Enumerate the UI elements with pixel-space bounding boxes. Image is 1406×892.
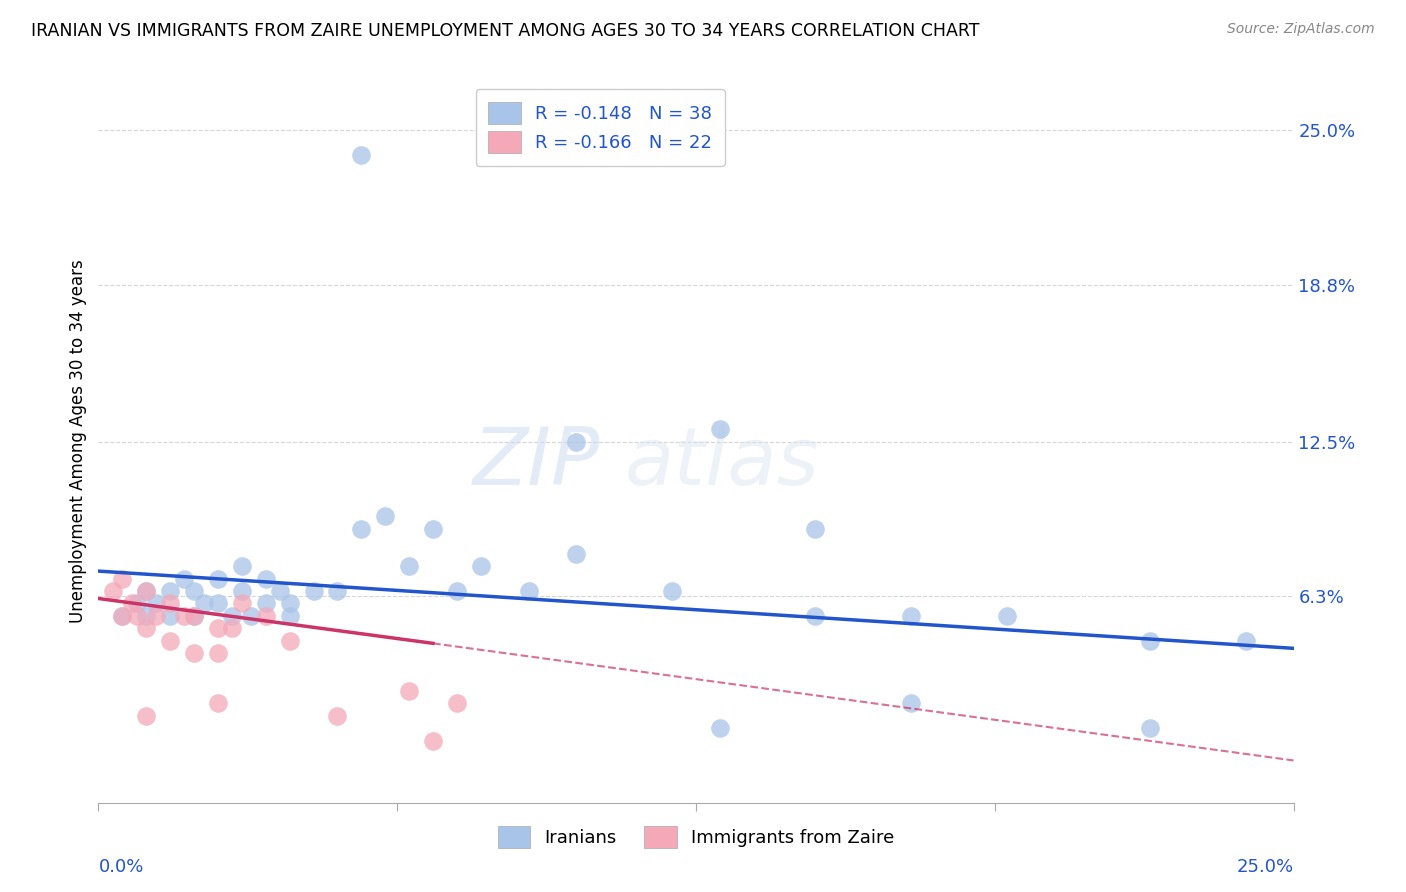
Point — [240, 609, 263, 624]
Point — [254, 572, 277, 586]
Point — [111, 609, 134, 624]
Point — [350, 522, 373, 536]
Point — [111, 609, 134, 624]
Point — [1139, 721, 1161, 735]
Point — [446, 696, 468, 710]
Point — [159, 609, 181, 624]
Point — [125, 609, 148, 624]
Point — [398, 683, 420, 698]
Point — [207, 572, 229, 586]
Text: 25.0%: 25.0% — [1236, 857, 1294, 876]
Point — [183, 584, 205, 599]
Point — [446, 584, 468, 599]
Point — [159, 597, 181, 611]
Point — [183, 609, 205, 624]
Text: ZIP: ZIP — [472, 425, 600, 502]
Point — [804, 522, 827, 536]
Point — [159, 584, 181, 599]
Text: IRANIAN VS IMMIGRANTS FROM ZAIRE UNEMPLOYMENT AMONG AGES 30 TO 34 YEARS CORRELAT: IRANIAN VS IMMIGRANTS FROM ZAIRE UNEMPLO… — [31, 22, 980, 40]
Point — [1139, 633, 1161, 648]
Point — [111, 572, 134, 586]
Point — [398, 559, 420, 574]
Point — [159, 633, 181, 648]
Text: atlas: atlas — [624, 425, 820, 502]
Point — [278, 597, 301, 611]
Point — [565, 547, 588, 561]
Point — [326, 584, 349, 599]
Point — [207, 696, 229, 710]
Point — [900, 609, 922, 624]
Point — [1234, 633, 1257, 648]
Point — [374, 509, 396, 524]
Point — [221, 609, 243, 624]
Point — [173, 572, 195, 586]
Text: 0.0%: 0.0% — [98, 857, 143, 876]
Point — [231, 559, 253, 574]
Point — [231, 584, 253, 599]
Point — [231, 597, 253, 611]
Point — [709, 721, 731, 735]
Point — [207, 597, 229, 611]
Point — [326, 708, 349, 723]
Point — [173, 609, 195, 624]
Point — [145, 597, 167, 611]
Point — [422, 733, 444, 747]
Point — [207, 646, 229, 660]
Point — [121, 597, 143, 611]
Y-axis label: Unemployment Among Ages 30 to 34 years: Unemployment Among Ages 30 to 34 years — [69, 260, 87, 624]
Point — [254, 609, 277, 624]
Point — [995, 609, 1018, 624]
Point — [278, 633, 301, 648]
Point — [135, 609, 157, 624]
Point — [422, 522, 444, 536]
Legend: Iranians, Immigrants from Zaire: Iranians, Immigrants from Zaire — [486, 815, 905, 859]
Point — [125, 597, 148, 611]
Point — [350, 148, 373, 162]
Point — [900, 696, 922, 710]
Point — [183, 646, 205, 660]
Point — [302, 584, 325, 599]
Point — [565, 434, 588, 449]
Point — [135, 584, 157, 599]
Point — [145, 609, 167, 624]
Point — [101, 584, 124, 599]
Point — [135, 584, 157, 599]
Point — [517, 584, 540, 599]
Point — [470, 559, 492, 574]
Point — [269, 584, 291, 599]
Point — [709, 422, 731, 436]
Point — [221, 621, 243, 635]
Point — [804, 609, 827, 624]
Point — [207, 621, 229, 635]
Point — [278, 609, 301, 624]
Point — [661, 584, 683, 599]
Point — [254, 597, 277, 611]
Point — [193, 597, 215, 611]
Point — [135, 621, 157, 635]
Point — [183, 609, 205, 624]
Text: Source: ZipAtlas.com: Source: ZipAtlas.com — [1227, 22, 1375, 37]
Point — [135, 708, 157, 723]
